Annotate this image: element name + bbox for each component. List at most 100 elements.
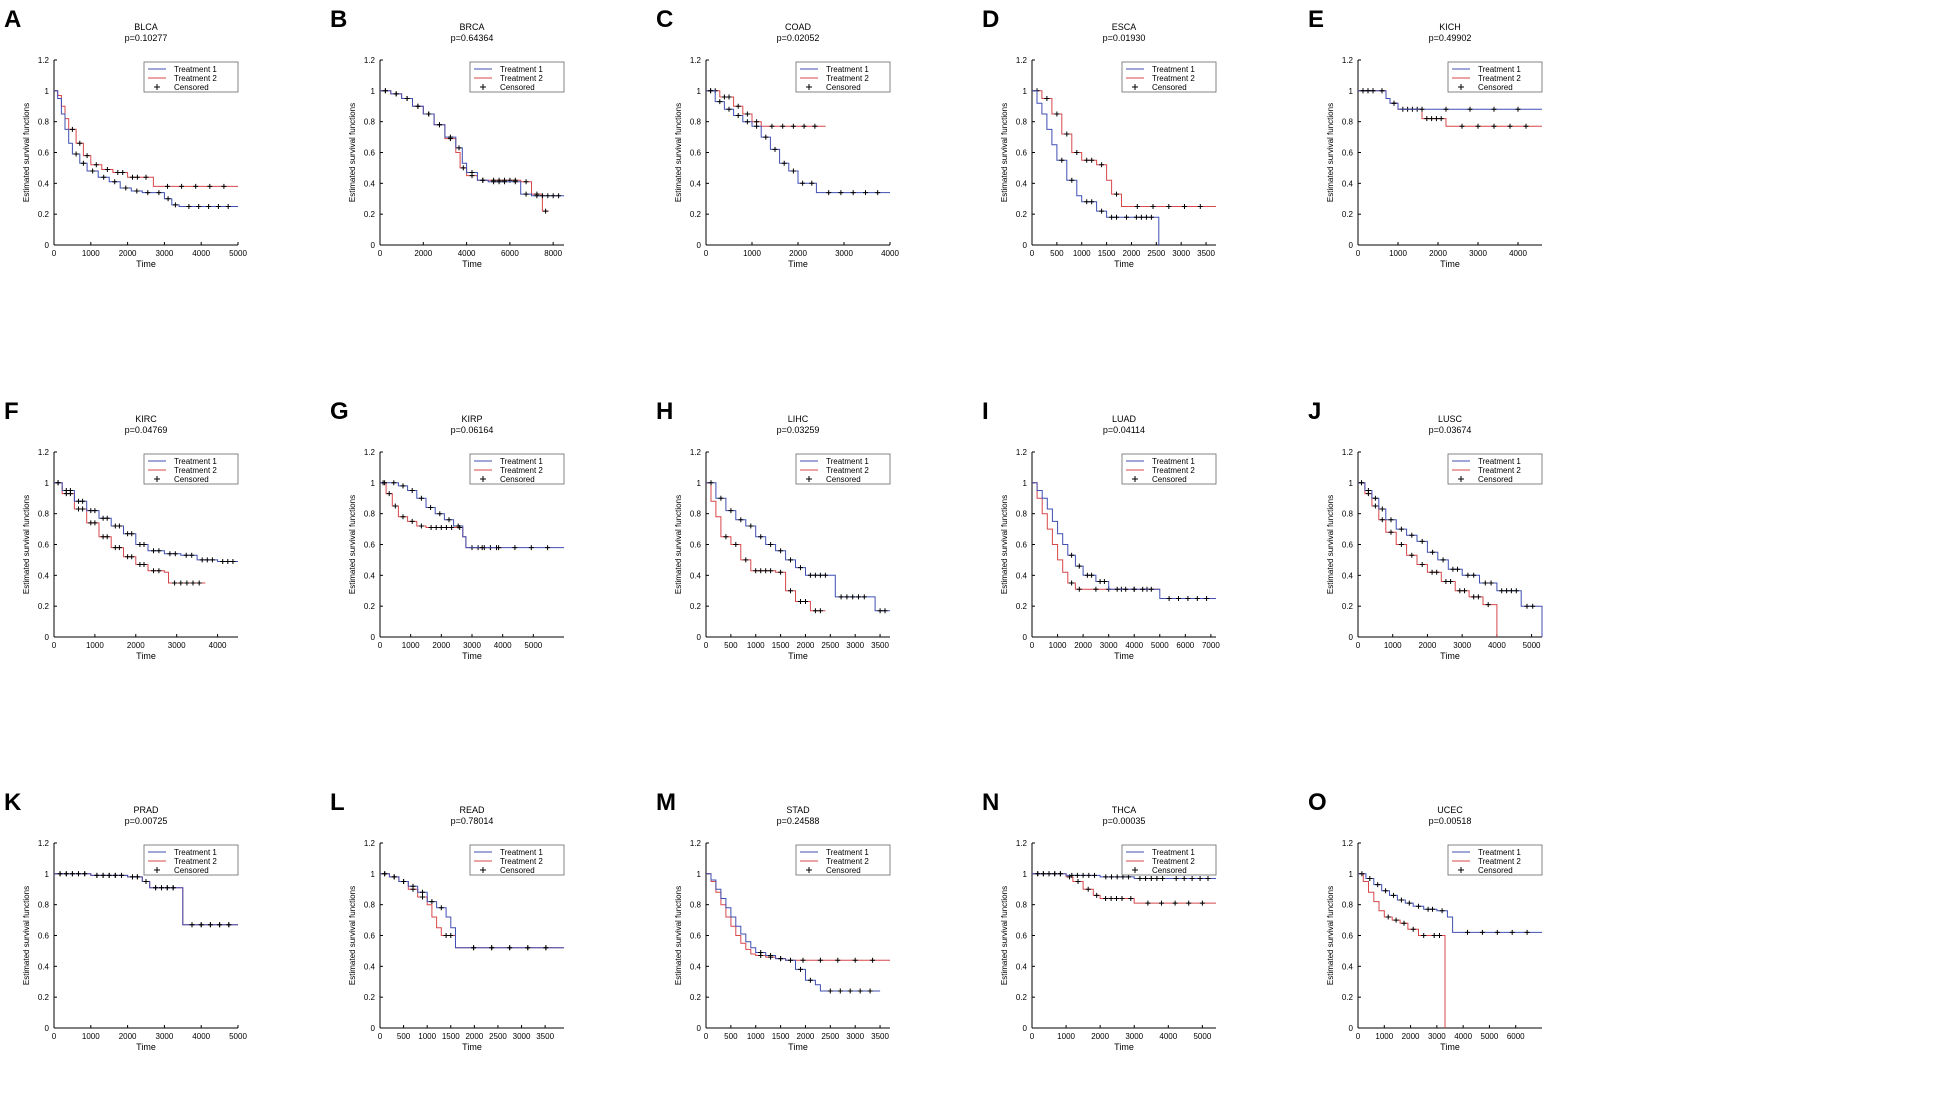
x-tick-label: 3000 [156, 1032, 174, 1041]
censor-mark [382, 480, 388, 486]
censor-mark [1166, 204, 1172, 209]
x-tick-label: 1000 [1375, 1032, 1393, 1041]
y-tick-label: 1 [1023, 87, 1028, 96]
censor-mark [1438, 116, 1444, 122]
x-axis-label: Time [788, 259, 808, 269]
x-tick-label: 5000 [1193, 1032, 1211, 1041]
series-line-treatment-1 [1032, 90, 1160, 245]
x-tick-label: 2000 [119, 1032, 137, 1041]
legend-censor-mark [806, 476, 812, 482]
censor-mark [1133, 214, 1139, 220]
censor-mark [391, 874, 397, 880]
censor-mark [718, 495, 724, 501]
censor-mark [1359, 480, 1364, 486]
censor-mark [1421, 933, 1427, 938]
censor-mark [129, 531, 135, 537]
legend-label-censored: Censored [1152, 475, 1187, 484]
x-tick-label: 1000 [418, 1032, 436, 1041]
censor-mark [790, 123, 796, 129]
censor-mark [1448, 579, 1454, 584]
y-tick-label: 1.2 [38, 56, 50, 65]
panel-f: F KIRC p=0.04769 0 0.2 0.4 0.6 0.8 1 1.2 0 1000 2000… [4, 398, 310, 722]
y-tick-label: 0.2 [1342, 993, 1354, 1002]
y-axis-label: Estimated survival functions [348, 103, 357, 202]
y-tick-label: 1.2 [690, 448, 702, 457]
censor-mark [129, 554, 135, 560]
censor-mark [106, 872, 112, 878]
x-axis-label: Time [1440, 651, 1460, 661]
legend-label-censored: Censored [826, 866, 861, 875]
x-tick-label: 3000 [1428, 1032, 1446, 1041]
chart-title: KIRP [461, 414, 482, 424]
censor-mark [812, 608, 818, 614]
p-value: p=0.10277 [125, 33, 168, 43]
x-tick-label: 2500 [489, 1032, 507, 1041]
censor-mark [1475, 123, 1481, 129]
y-tick-label: 0.2 [1016, 210, 1028, 219]
y-tick-label: 0 [697, 241, 702, 250]
censor-mark [748, 523, 754, 529]
y-tick-label: 0.4 [364, 571, 376, 580]
censor-mark [798, 599, 803, 604]
y-tick-label: 0.2 [1342, 602, 1354, 611]
censor-mark [230, 559, 236, 564]
censor-mark [456, 145, 462, 151]
x-tick-label: 0 [378, 1032, 383, 1041]
x-tick-label: 3000 [1125, 1032, 1143, 1041]
legend-label-censored: Censored [1152, 866, 1187, 875]
censor-mark [1084, 572, 1090, 578]
censor-mark [172, 551, 178, 557]
censor-mark [1410, 926, 1416, 932]
censor-mark [1509, 929, 1515, 935]
censor-mark [443, 933, 449, 938]
legend-censor-mark [1458, 867, 1464, 873]
p-value: p=0.04114 [1103, 425, 1145, 435]
censor-mark [1138, 214, 1144, 220]
censor-mark [835, 957, 841, 963]
censor-mark [1372, 503, 1378, 509]
x-tick-label: 5000 [1151, 641, 1169, 650]
series-line-treatment-2 [1032, 90, 1216, 207]
y-tick-label: 0.4 [1342, 179, 1354, 188]
p-value: p=0.00725 [125, 816, 168, 826]
legend-label-censored: Censored [826, 83, 861, 92]
panel-d: D ESCA p=0.01930 0 0.2 0.4 0.6 0.8 1 1.2 0 500 1000 1… [982, 6, 1288, 330]
p-value: p=0.06164 [451, 425, 494, 435]
censor-mark [156, 568, 162, 574]
censor-mark [1059, 157, 1065, 163]
censor-mark [856, 594, 861, 600]
panel-letter: H [656, 398, 674, 425]
y-tick-label: 0.6 [1016, 541, 1028, 550]
censor-mark [1365, 88, 1371, 94]
censor-mark [1186, 900, 1192, 906]
censor-mark [1069, 580, 1075, 586]
censor-mark [437, 511, 443, 517]
x-tick-label: 500 [724, 1032, 738, 1041]
legend-label-treatment-2: Treatment 2 [500, 857, 543, 866]
censor-mark [1443, 106, 1449, 112]
y-tick-label: 0.8 [1342, 901, 1354, 910]
censor-mark [183, 552, 189, 558]
legend-label-treatment-2: Treatment 2 [826, 466, 869, 475]
y-axis-label: Estimated survival functions [1326, 495, 1335, 594]
legend-label-censored: Censored [1478, 475, 1513, 484]
y-tick-label: 0 [1023, 241, 1028, 250]
panel-letter: F [4, 398, 19, 425]
censor-mark [807, 572, 813, 578]
censor-mark [1092, 872, 1097, 878]
censor-mark [438, 525, 444, 530]
censor-mark [151, 568, 156, 574]
x-tick-label: 2000 [432, 641, 450, 650]
y-axis-label: Estimated survival functions [22, 103, 31, 202]
censor-mark [1069, 872, 1075, 878]
censor-mark [1205, 876, 1211, 881]
x-axis-label: Time [1440, 259, 1460, 269]
y-tick-label: 0.2 [690, 602, 702, 611]
censor-mark [550, 193, 556, 199]
